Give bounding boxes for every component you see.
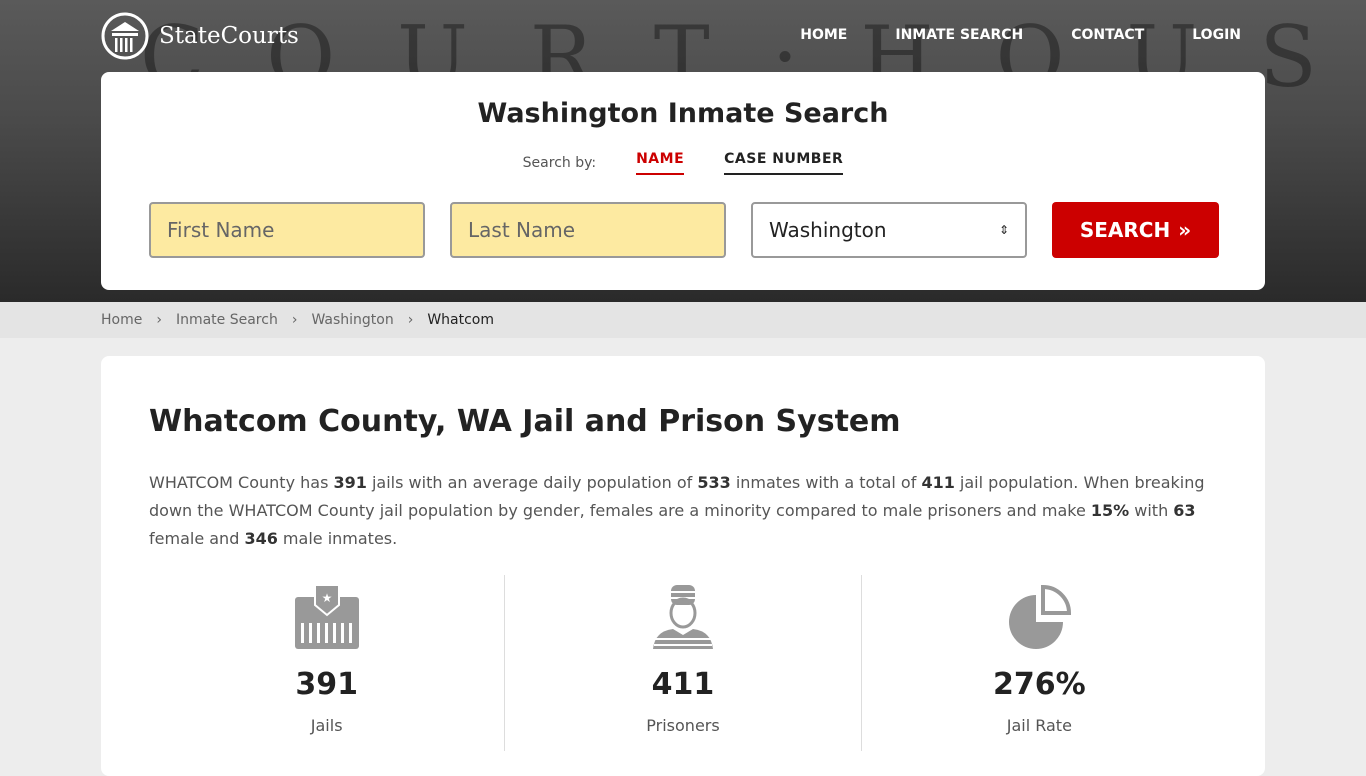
chevron-right-icon: › bbox=[407, 312, 414, 328]
stat-jails: ★ 391 Jails bbox=[149, 575, 506, 751]
search-button[interactable]: SEARCH » bbox=[1052, 202, 1219, 258]
courthouse-logo-icon bbox=[101, 12, 149, 60]
logo[interactable]: StateCourts bbox=[101, 12, 299, 60]
search-card: Washington Inmate Search Search by: NAME… bbox=[101, 72, 1265, 290]
search-button-label: SEARCH bbox=[1079, 218, 1171, 242]
select-arrows-icon: ⇕ bbox=[998, 223, 1009, 237]
breadcrumb-washington[interactable]: Washington bbox=[311, 312, 394, 328]
page-title: Whatcom County, WA Jail and Prison Syste… bbox=[149, 404, 901, 439]
breadcrumb-inmate-search[interactable]: Inmate Search bbox=[175, 312, 278, 328]
brand-name: StateCourts bbox=[159, 23, 299, 49]
chevron-right-icon: › bbox=[156, 312, 162, 328]
last-name-input[interactable]: Last Name bbox=[450, 202, 726, 258]
state-value: Washington bbox=[769, 218, 887, 242]
tab-case-number[interactable]: CASE NUMBER bbox=[724, 151, 844, 175]
stat-value: 411 bbox=[651, 667, 715, 702]
breadcrumb: Home › Inmate Search › Washington › Whatcom bbox=[0, 302, 1366, 338]
nav-inmate-search[interactable]: INMATE SEARCH bbox=[895, 27, 1024, 43]
stat-prisoners: 411 Prisoners bbox=[505, 575, 862, 751]
stat-value: 391 bbox=[295, 667, 358, 702]
tab-name[interactable]: NAME bbox=[636, 151, 685, 175]
stat-label: Jails bbox=[310, 716, 343, 735]
search-title: Washington Inmate Search bbox=[477, 98, 889, 129]
hero: COURT·HOUSE StateCourts HOME INMATE SEAR… bbox=[0, 0, 1366, 302]
breadcrumb-current: Whatcom bbox=[427, 312, 495, 328]
nav-login[interactable]: LOGIN bbox=[1192, 27, 1241, 43]
nav-home[interactable]: HOME bbox=[800, 27, 848, 43]
stat-value: 276% bbox=[992, 667, 1086, 702]
pie-chart-icon bbox=[1009, 584, 1072, 649]
nav-contact[interactable]: CONTACT bbox=[1071, 27, 1145, 43]
chevron-right-icon: › bbox=[291, 312, 298, 328]
svg-text:★: ★ bbox=[321, 591, 332, 605]
breadcrumb-home[interactable]: Home bbox=[101, 312, 143, 328]
double-chevron-right-icon: » bbox=[1178, 218, 1192, 242]
prisoner-icon bbox=[652, 585, 713, 649]
summary-paragraph: WHATCOM County has 391 jails with an ave… bbox=[149, 473, 1205, 548]
jail-icon: ★ bbox=[294, 584, 359, 649]
state-select[interactable]: Washington ⇕ bbox=[751, 202, 1027, 258]
content-card: Whatcom County, WA Jail and Prison Syste… bbox=[101, 356, 1265, 776]
stat-label: Prisoners bbox=[646, 716, 720, 735]
top-nav: StateCourts HOME INMATE SEARCH CONTACT L… bbox=[0, 0, 1366, 72]
stat-jail-rate: 276% Jail Rate bbox=[862, 575, 1217, 751]
first-name-input[interactable]: First Name bbox=[149, 202, 425, 258]
search-by-label: Search by: bbox=[522, 155, 597, 171]
stat-label: Jail Rate bbox=[1006, 716, 1072, 735]
